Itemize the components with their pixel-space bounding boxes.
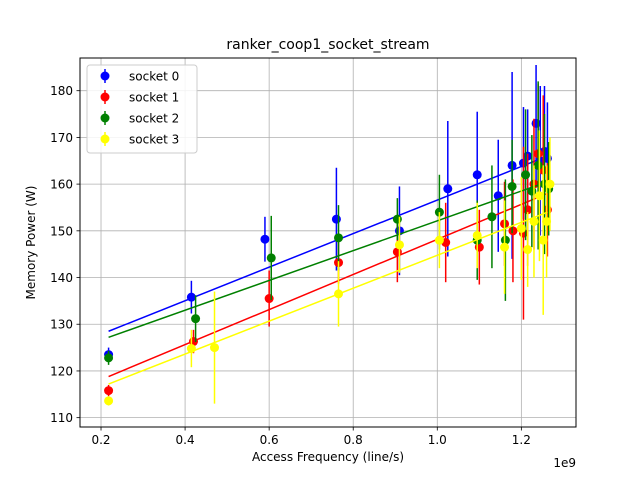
data-point [527,186,537,196]
y-tick-label: 180 [50,84,73,98]
data-point [260,234,270,244]
data-point [531,118,541,128]
y-tick-label: 120 [50,364,73,378]
grid [80,58,576,427]
fit-line [108,181,548,339]
legend-label: socket 3 [129,133,179,147]
data-point [534,191,544,201]
data-point [104,396,114,406]
x-tick-label: 0.8 [344,433,363,447]
plot-frame [79,57,577,428]
ticks: 0.2 0.4 0.6 0.8 1.0 1.2 110 120 130 140 150 160 170 1… [50,84,531,447]
data-point [545,179,555,189]
data-point [334,233,344,243]
x-axis-scale-label: 1e9 [553,456,576,470]
x-tick-label: 0.4 [176,433,195,447]
fit-line [108,192,548,378]
legend-marker [100,134,110,144]
series-3 [104,130,555,406]
data-point [266,253,276,263]
legend-marker [100,113,110,123]
y-tick-label: 160 [50,178,73,192]
x-tick-label: 0.2 [91,433,110,447]
data-point [331,214,341,224]
y-tick-label: 110 [50,411,73,425]
data-point [508,226,518,236]
data-point [334,289,344,299]
legend-label: socket 2 [129,112,179,126]
data-point [264,294,274,304]
legend-label: socket 0 [129,70,179,84]
data-point [521,170,531,180]
data-point [191,314,201,324]
data-point [472,230,482,240]
legend-label: socket 1 [129,91,179,105]
legend-box [86,64,198,154]
chart-title: ranker_coop1_socket_stream [226,37,429,53]
series-layer [104,65,555,406]
fit-line [108,211,548,385]
y-axis-label: Memory Power (W) [24,186,38,300]
legend: socket 0 socket 1 socket 2 socket 3 [86,64,198,154]
y-tick-label: 150 [50,224,73,238]
data-point [529,216,539,226]
data-point [392,214,402,224]
data-point [500,242,510,252]
x-axis-label: Access Frequency (line/s) [252,450,404,464]
data-point [523,245,533,255]
fit-line [108,155,548,332]
legend-marker [100,92,110,102]
x-tick-label: 0.6 [260,433,279,447]
data-point [516,223,526,233]
data-point [104,386,114,396]
x-tick-label: 1.2 [512,433,531,447]
data-point [443,184,453,194]
data-point [434,235,444,245]
data-point [186,292,196,302]
data-point [487,212,497,222]
y-tick-label: 140 [50,271,73,285]
data-point [210,343,220,353]
data-point [542,216,552,226]
y-tick-label: 170 [50,131,73,145]
data-point [394,240,404,250]
data-point [507,181,517,191]
x-tick-label: 1.0 [428,433,447,447]
legend-marker [100,71,110,81]
data-point [472,170,482,180]
y-tick-label: 130 [50,318,73,332]
data-point [104,353,114,363]
data-point [538,235,548,245]
data-point [186,344,196,354]
data-point [500,235,510,245]
data-point [533,160,543,170]
